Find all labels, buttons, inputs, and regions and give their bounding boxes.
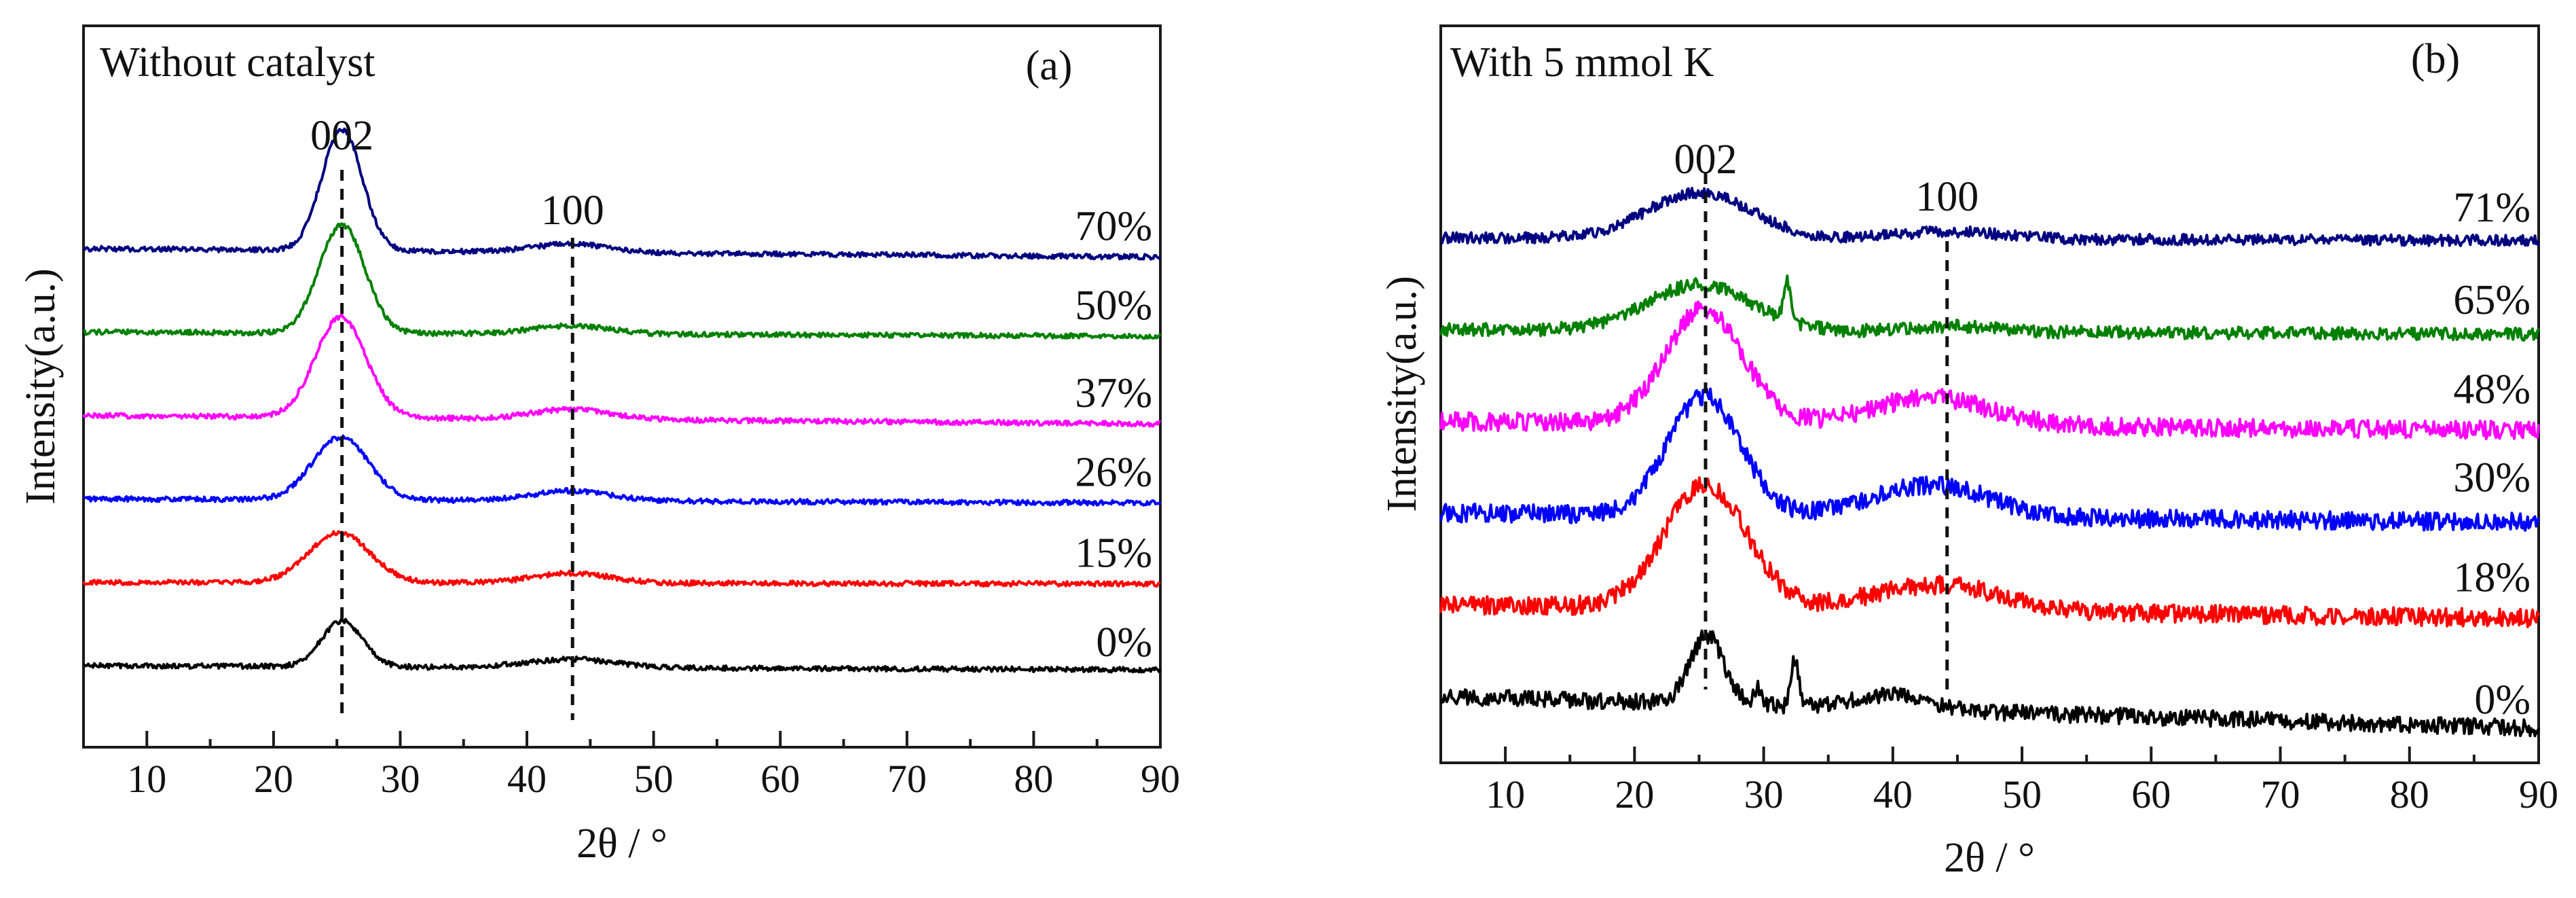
- series-0pct-trace: [83, 617, 1162, 674]
- panel-a-x-axis-title: 2θ / °: [576, 821, 667, 867]
- panel-a-peak-labels: 002 100: [310, 113, 604, 234]
- x-tick-label: 60: [760, 757, 800, 801]
- series-label: 71%: [2453, 185, 2531, 231]
- series-18pct-trace: [1439, 476, 2540, 628]
- panel-b-series-labels: 0% 18% 30% 48% 65% 71%: [2453, 185, 2531, 723]
- panel-b-label: (b): [2411, 36, 2460, 82]
- series-label: 48%: [2453, 367, 2531, 413]
- series-71pct-trace: [1440, 187, 2540, 247]
- panel-b-title: With 5 mmol K: [1450, 39, 1714, 86]
- panel-b-x-ticks: [1439, 747, 2540, 763]
- panel-a-peak-lines: [340, 170, 574, 720]
- series-15pct-trace: [82, 530, 1161, 588]
- series-70pct-trace: [82, 127, 1162, 261]
- peak-002-label: 002: [310, 113, 373, 159]
- x-tick-label: 80: [2390, 772, 2429, 816]
- series-26pct-trace: [83, 434, 1162, 507]
- x-tick-label: 90: [2519, 772, 2558, 816]
- x-tick-label: 40: [507, 757, 547, 801]
- x-tick-label: 50: [634, 757, 674, 801]
- series-label: 18%: [2453, 554, 2531, 600]
- x-tick-label: 30: [380, 757, 420, 801]
- series-0pct-trace: [1439, 629, 2540, 738]
- peak-100-label: 100: [541, 187, 604, 234]
- x-tick-label: 20: [1615, 772, 1654, 816]
- panel-a-plot-frame: [82, 24, 1162, 749]
- series-label: 70%: [1075, 203, 1152, 249]
- panel-b-x-tick-labels: 10 20 30 40 50 60 70 80 90: [1486, 772, 2558, 816]
- x-tick-label: 70: [2261, 772, 2300, 816]
- series-label: 37%: [1075, 370, 1152, 416]
- panel-b-y-axis-title: Intensity(a.u.): [1379, 276, 1425, 512]
- series-label: 0%: [1096, 619, 1152, 666]
- series-48pct-trace: [1439, 300, 2540, 441]
- x-tick-label: 10: [127, 757, 166, 801]
- panel-b-peak-lines: [1704, 173, 1949, 689]
- series-label: 15%: [1075, 531, 1152, 577]
- panel-a-label: (a): [1026, 43, 1073, 89]
- panel-a-title: Without catalyst: [100, 39, 375, 86]
- x-tick-label: 50: [2002, 772, 2042, 816]
- x-tick-label: 60: [2131, 772, 2171, 816]
- peak-100-label: 100: [1915, 174, 1979, 220]
- x-tick-label: 10: [1486, 772, 1525, 816]
- panel-b-x-axis-title: 2θ / °: [1944, 835, 2035, 881]
- panel-a-traces: [82, 127, 1162, 674]
- x-tick-label: 70: [887, 757, 927, 801]
- series-50pct-trace: [83, 222, 1162, 340]
- panel-a-series-labels: 0% 15% 26% 37% 50% 70%: [1075, 203, 1152, 666]
- panel-b: 10 20 30 40 50 60 70 80 90 002 100 0% 18% 30% 48% 65%…: [1379, 24, 2558, 881]
- x-tick-label: 40: [1873, 772, 1913, 816]
- panel-a-x-ticks: [82, 731, 1162, 747]
- series-label: 50%: [1075, 283, 1152, 329]
- panel-b-plot-frame: [1439, 24, 2540, 764]
- series-label: 26%: [1075, 450, 1152, 496]
- series-label: 65%: [2453, 277, 2531, 323]
- panel-a-y-axis-title: Intensity(a.u.): [18, 268, 64, 505]
- panel-a-x-tick-labels: 10 20 30 40 50 60 70 80 90: [127, 757, 1180, 801]
- panel-a: 10 20 30 40 50 60 70 80 90 002 100 0% 15% 26% 37% 50%…: [18, 24, 1180, 867]
- peak-002-label: 002: [1674, 137, 1737, 183]
- x-tick-label: 30: [1744, 772, 1784, 816]
- series-30pct-trace: [1439, 387, 2540, 532]
- series-65pct-trace: [1439, 274, 2540, 342]
- x-tick-label: 80: [1014, 757, 1053, 801]
- x-tick-label: 90: [1141, 757, 1180, 801]
- series-37pct-trace: [82, 313, 1162, 428]
- x-tick-label: 20: [254, 757, 293, 801]
- series-label: 0%: [2474, 677, 2531, 723]
- series-label: 30%: [2453, 455, 2531, 501]
- panel-b-traces: [1439, 187, 2540, 738]
- panel-b-peak-labels: 002 100: [1674, 137, 1979, 220]
